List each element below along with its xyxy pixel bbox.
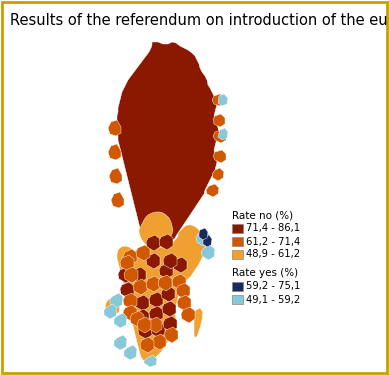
Polygon shape	[218, 94, 228, 106]
Polygon shape	[158, 275, 172, 291]
Polygon shape	[161, 286, 175, 302]
Polygon shape	[159, 263, 173, 279]
Polygon shape	[146, 235, 160, 251]
Polygon shape	[181, 307, 195, 323]
Text: 71,4 - 86,1: 71,4 - 86,1	[246, 224, 300, 234]
Polygon shape	[149, 292, 163, 308]
Text: Rate no (%): Rate no (%)	[232, 210, 293, 220]
Polygon shape	[152, 334, 166, 350]
Text: 48,9 - 61,2: 48,9 - 61,2	[246, 249, 300, 259]
Polygon shape	[146, 276, 160, 292]
Bar	[232, 224, 243, 233]
Polygon shape	[120, 282, 134, 298]
Polygon shape	[203, 235, 212, 247]
Polygon shape	[118, 267, 132, 283]
Polygon shape	[133, 279, 147, 295]
Text: 49,1 - 59,2: 49,1 - 59,2	[246, 294, 300, 304]
Polygon shape	[144, 355, 157, 367]
Polygon shape	[114, 313, 127, 328]
Polygon shape	[177, 295, 191, 311]
Text: 59,2 - 75,1: 59,2 - 75,1	[246, 282, 300, 291]
Polygon shape	[117, 42, 219, 247]
Text: Results of the referendum on introduction of the euro in 2003.: Results of the referendum on introductio…	[10, 13, 389, 28]
Polygon shape	[176, 283, 190, 299]
Polygon shape	[139, 212, 173, 248]
Polygon shape	[213, 114, 225, 127]
Polygon shape	[123, 305, 137, 321]
Polygon shape	[138, 323, 152, 339]
Bar	[232, 237, 243, 246]
Polygon shape	[213, 150, 226, 163]
Polygon shape	[132, 267, 146, 283]
Polygon shape	[163, 316, 177, 332]
Polygon shape	[111, 192, 124, 208]
Polygon shape	[148, 317, 162, 333]
Polygon shape	[163, 253, 177, 269]
Polygon shape	[123, 293, 137, 309]
Polygon shape	[124, 267, 138, 283]
Polygon shape	[206, 184, 219, 197]
Text: Rate yes (%): Rate yes (%)	[232, 268, 298, 278]
Polygon shape	[135, 295, 149, 311]
Bar	[232, 250, 243, 259]
Polygon shape	[140, 337, 154, 353]
Polygon shape	[135, 309, 149, 325]
Polygon shape	[114, 335, 127, 350]
Polygon shape	[151, 322, 165, 338]
Polygon shape	[104, 304, 117, 319]
Polygon shape	[194, 308, 203, 338]
Polygon shape	[130, 311, 144, 327]
Polygon shape	[120, 255, 134, 271]
Polygon shape	[123, 249, 137, 265]
Polygon shape	[108, 120, 121, 136]
Polygon shape	[213, 130, 226, 143]
Polygon shape	[173, 257, 187, 273]
Polygon shape	[109, 168, 122, 184]
Polygon shape	[212, 94, 224, 106]
Polygon shape	[110, 293, 123, 308]
Polygon shape	[105, 296, 120, 316]
Polygon shape	[196, 231, 210, 246]
Polygon shape	[162, 301, 176, 317]
Polygon shape	[117, 225, 206, 363]
Polygon shape	[159, 234, 173, 250]
Polygon shape	[199, 228, 208, 240]
Polygon shape	[149, 306, 163, 322]
Polygon shape	[137, 317, 151, 333]
Polygon shape	[164, 327, 178, 343]
Polygon shape	[212, 168, 224, 181]
Text: 61,2 - 71,4: 61,2 - 71,4	[246, 237, 300, 246]
Polygon shape	[108, 144, 121, 160]
Polygon shape	[201, 245, 215, 260]
Bar	[232, 282, 243, 291]
Polygon shape	[146, 253, 160, 269]
Bar	[232, 295, 243, 304]
Polygon shape	[136, 245, 150, 261]
Polygon shape	[124, 345, 137, 360]
Polygon shape	[172, 274, 186, 290]
Polygon shape	[218, 128, 228, 140]
